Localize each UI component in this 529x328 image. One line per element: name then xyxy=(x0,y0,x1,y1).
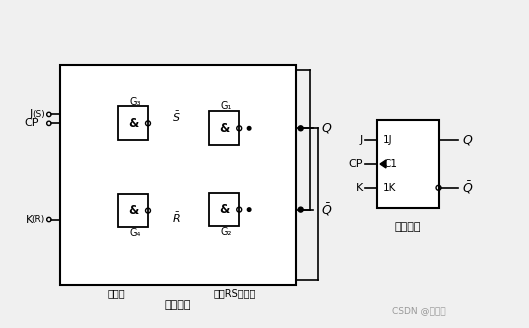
Polygon shape xyxy=(380,160,386,168)
Text: 基本RS触发器: 基本RS触发器 xyxy=(213,288,256,298)
Circle shape xyxy=(299,208,303,211)
Text: G₁: G₁ xyxy=(221,101,232,112)
Text: G₂: G₂ xyxy=(221,227,232,237)
Text: (S): (S) xyxy=(32,110,45,119)
Text: CSDN @历显辰: CSDN @历显辰 xyxy=(392,306,445,315)
Text: $\bar{Q}$: $\bar{Q}$ xyxy=(321,201,332,218)
Text: $\bar{Q}$: $\bar{Q}$ xyxy=(462,179,473,196)
Text: G₄: G₄ xyxy=(130,228,141,238)
Text: CP: CP xyxy=(24,118,39,128)
Bar xyxy=(60,65,296,285)
Text: J: J xyxy=(30,110,33,119)
Circle shape xyxy=(248,127,251,130)
Text: K: K xyxy=(26,215,33,225)
Text: $Q$: $Q$ xyxy=(321,121,332,135)
Text: C1: C1 xyxy=(383,159,397,169)
Text: &: & xyxy=(219,122,230,135)
Text: &: & xyxy=(219,203,230,216)
Text: CP: CP xyxy=(349,159,363,169)
Text: J: J xyxy=(360,135,363,145)
Circle shape xyxy=(299,127,303,130)
Text: 1K: 1K xyxy=(383,183,396,193)
Text: 1J: 1J xyxy=(383,135,393,145)
Text: K: K xyxy=(356,183,363,193)
Bar xyxy=(209,193,239,226)
Bar xyxy=(118,194,148,227)
Text: $\bar{R}$: $\bar{R}$ xyxy=(172,211,181,225)
Text: 逻辑符号: 逻辑符号 xyxy=(395,222,421,233)
Text: 控制门: 控制门 xyxy=(107,288,125,298)
Text: G₃: G₃ xyxy=(130,96,141,107)
Bar xyxy=(118,107,148,140)
Text: $\bar{S}$: $\bar{S}$ xyxy=(172,109,181,124)
Text: &: & xyxy=(128,204,138,217)
Circle shape xyxy=(248,208,251,211)
Bar xyxy=(377,120,439,208)
Text: $Q$: $Q$ xyxy=(462,133,473,147)
Text: (R): (R) xyxy=(32,215,45,224)
Text: 逻辑电路: 逻辑电路 xyxy=(165,300,191,310)
Text: &: & xyxy=(128,117,138,130)
Bar xyxy=(209,112,239,145)
